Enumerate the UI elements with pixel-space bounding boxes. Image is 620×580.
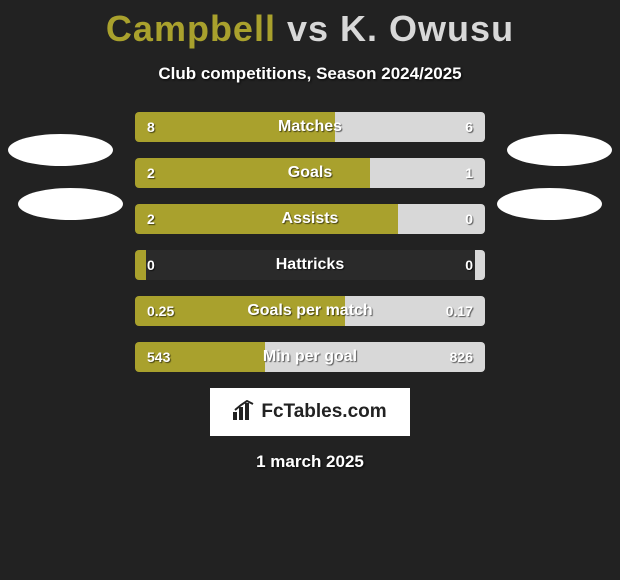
stat-label: Hattricks (135, 256, 485, 274)
stat-value-left: 543 (147, 349, 170, 365)
stat-label: Goals per match (135, 302, 485, 320)
player2-badge-placeholder (507, 134, 612, 166)
branding-text: FcTables.com (261, 401, 386, 423)
stat-label: Min per goal (135, 348, 485, 366)
player2-flag-placeholder (497, 188, 602, 220)
stat-value-right: 6 (465, 119, 473, 135)
chart-icon (233, 400, 255, 425)
chart-area: Matches86Goals21Assists20Hattricks00Goal… (0, 112, 620, 372)
stats-bars: Matches86Goals21Assists20Hattricks00Goal… (135, 112, 485, 372)
stat-value-left: 2 (147, 165, 155, 181)
subtitle: Club competitions, Season 2024/2025 (0, 64, 620, 84)
player2-name: K. Owusu (340, 8, 514, 49)
player1-flag-placeholder (18, 188, 123, 220)
stat-label: Assists (135, 210, 485, 228)
branding-banner: FcTables.com (210, 388, 410, 436)
stat-value-right: 1 (465, 165, 473, 181)
stat-row: Hattricks0 0 (135, 250, 485, 280)
stat-value-left: 8 (147, 119, 155, 135)
stat-row: Min per goal543 826 (135, 342, 485, 372)
stat-value-left: 0 (147, 257, 155, 273)
vs-text: vs (287, 8, 329, 49)
stat-row: Assists2 0 (135, 204, 485, 234)
stat-value-left: 2 (147, 211, 155, 227)
date-text: 1 march 2025 (0, 452, 620, 472)
stat-value-left: 0.25 (147, 303, 174, 319)
stat-row: Matches8 6 (135, 112, 485, 142)
stat-value-right: 0.17 (446, 303, 473, 319)
stat-value-right: 826 (450, 349, 473, 365)
stat-label: Matches (135, 118, 485, 136)
comparison-title: Campbell vs K. Owusu (0, 0, 620, 50)
player1-name: Campbell (106, 8, 276, 49)
stat-value-right: 0 (465, 257, 473, 273)
stat-row: Goals2 1 (135, 158, 485, 188)
stat-label: Goals (135, 164, 485, 182)
player1-badge-placeholder (8, 134, 113, 166)
stat-row: Goals per match0.25 0.17 (135, 296, 485, 326)
stat-value-right: 0 (465, 211, 473, 227)
